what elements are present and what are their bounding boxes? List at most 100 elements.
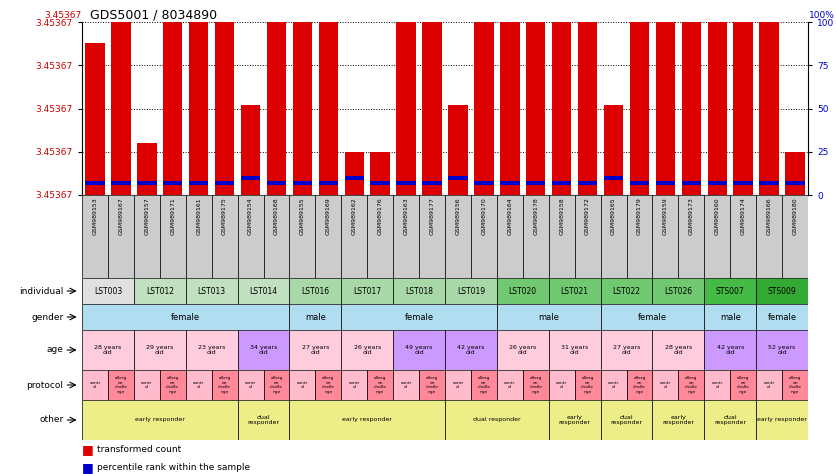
Bar bbox=[471, 370, 497, 400]
Bar bbox=[522, 370, 548, 400]
Bar bbox=[160, 370, 186, 400]
Text: allerg
en
challe
nge: allerg en challe nge bbox=[788, 376, 802, 394]
Text: contr
ol: contr ol bbox=[245, 381, 256, 389]
Text: LST021: LST021 bbox=[561, 286, 589, 295]
Text: GSM989158: GSM989158 bbox=[559, 198, 564, 235]
Text: LST018: LST018 bbox=[405, 286, 433, 295]
Bar bbox=[134, 278, 186, 304]
Bar bbox=[189, 22, 208, 195]
Text: GSM989170: GSM989170 bbox=[482, 198, 487, 235]
Bar bbox=[289, 278, 341, 304]
Text: GDS5001 / 8034890: GDS5001 / 8034890 bbox=[90, 8, 217, 21]
Text: allerg
en
challe
nge: allerg en challe nge bbox=[218, 376, 231, 394]
Bar bbox=[548, 400, 600, 440]
Bar bbox=[548, 195, 574, 278]
Text: LST013: LST013 bbox=[197, 286, 226, 295]
Text: 100%: 100% bbox=[809, 10, 834, 19]
Bar bbox=[782, 370, 808, 400]
Bar bbox=[370, 181, 390, 185]
Bar bbox=[730, 195, 756, 278]
Bar bbox=[237, 330, 289, 370]
Text: 29 years
old: 29 years old bbox=[146, 345, 174, 356]
Bar bbox=[497, 304, 600, 330]
Bar bbox=[604, 175, 624, 180]
Bar bbox=[574, 195, 600, 278]
Bar bbox=[393, 195, 419, 278]
Bar bbox=[341, 330, 393, 370]
Bar bbox=[600, 278, 652, 304]
Text: contr
ol: contr ol bbox=[193, 381, 204, 389]
Bar bbox=[707, 22, 727, 195]
Bar bbox=[548, 370, 574, 400]
Bar bbox=[237, 278, 289, 304]
Bar bbox=[367, 195, 393, 278]
Text: early responder: early responder bbox=[757, 418, 807, 422]
Text: 28 years
old: 28 years old bbox=[665, 345, 692, 356]
Bar bbox=[341, 278, 393, 304]
Text: contr
ol: contr ol bbox=[556, 381, 568, 389]
Text: contr
ol: contr ol bbox=[504, 381, 516, 389]
Text: GSM989159: GSM989159 bbox=[663, 198, 668, 235]
Bar bbox=[600, 370, 626, 400]
Bar bbox=[137, 181, 156, 185]
Bar bbox=[215, 181, 234, 185]
Text: GSM989155: GSM989155 bbox=[300, 198, 305, 235]
Text: dual responder: dual responder bbox=[473, 418, 521, 422]
Bar bbox=[522, 195, 548, 278]
Text: allerg
en
challe
nge: allerg en challe nge bbox=[426, 376, 439, 394]
Text: 23 years
old: 23 years old bbox=[198, 345, 226, 356]
Text: 3.45367: 3.45367 bbox=[44, 10, 81, 19]
Bar bbox=[85, 43, 104, 195]
Bar bbox=[186, 370, 212, 400]
Text: allerg
en
challe
nge: allerg en challe nge bbox=[685, 376, 698, 394]
Text: allerg
en
challe
nge: allerg en challe nge bbox=[477, 376, 491, 394]
Text: dual
responder: dual responder bbox=[247, 415, 279, 425]
Bar bbox=[241, 105, 260, 195]
Text: allerg
en
challe
nge: allerg en challe nge bbox=[270, 376, 283, 394]
Text: allerg
en
challe
nge: allerg en challe nge bbox=[581, 376, 594, 394]
Bar bbox=[315, 370, 341, 400]
Bar bbox=[289, 195, 315, 278]
Bar bbox=[82, 370, 108, 400]
Bar bbox=[600, 304, 704, 330]
Text: GSM989164: GSM989164 bbox=[507, 198, 512, 235]
Text: early
responder: early responder bbox=[662, 415, 695, 425]
Text: ■: ■ bbox=[82, 443, 94, 456]
Bar bbox=[289, 370, 315, 400]
Bar bbox=[756, 278, 808, 304]
Text: GSM989153: GSM989153 bbox=[93, 198, 98, 235]
Text: 42 years
old: 42 years old bbox=[716, 345, 744, 356]
Bar bbox=[445, 195, 471, 278]
Bar bbox=[526, 181, 545, 185]
Bar bbox=[111, 22, 130, 195]
Bar bbox=[82, 330, 134, 370]
Text: early responder: early responder bbox=[342, 418, 392, 422]
Bar bbox=[82, 304, 289, 330]
Bar bbox=[186, 278, 237, 304]
Text: 27 years
old: 27 years old bbox=[302, 345, 329, 356]
Bar bbox=[163, 181, 182, 185]
Text: STS009: STS009 bbox=[767, 286, 797, 295]
Bar bbox=[293, 181, 312, 185]
Bar bbox=[82, 195, 108, 278]
Bar bbox=[474, 22, 493, 195]
Bar bbox=[756, 370, 782, 400]
Text: GSM989156: GSM989156 bbox=[456, 198, 461, 235]
Bar bbox=[652, 195, 678, 278]
Text: GSM989154: GSM989154 bbox=[248, 198, 253, 235]
Text: 42 years
old: 42 years old bbox=[457, 345, 485, 356]
Bar bbox=[293, 22, 312, 195]
Text: 26 years
old: 26 years old bbox=[354, 345, 381, 356]
Bar bbox=[497, 278, 548, 304]
Text: protocol: protocol bbox=[27, 381, 64, 390]
Text: STS007: STS007 bbox=[716, 286, 745, 295]
Bar bbox=[630, 22, 650, 195]
Text: 27 years
old: 27 years old bbox=[613, 345, 640, 356]
Bar bbox=[319, 181, 338, 185]
Bar bbox=[500, 181, 519, 185]
Bar bbox=[263, 370, 289, 400]
Text: contr
ol: contr ol bbox=[141, 381, 152, 389]
Bar bbox=[393, 330, 445, 370]
Bar bbox=[704, 278, 756, 304]
Text: LST022: LST022 bbox=[613, 286, 640, 295]
